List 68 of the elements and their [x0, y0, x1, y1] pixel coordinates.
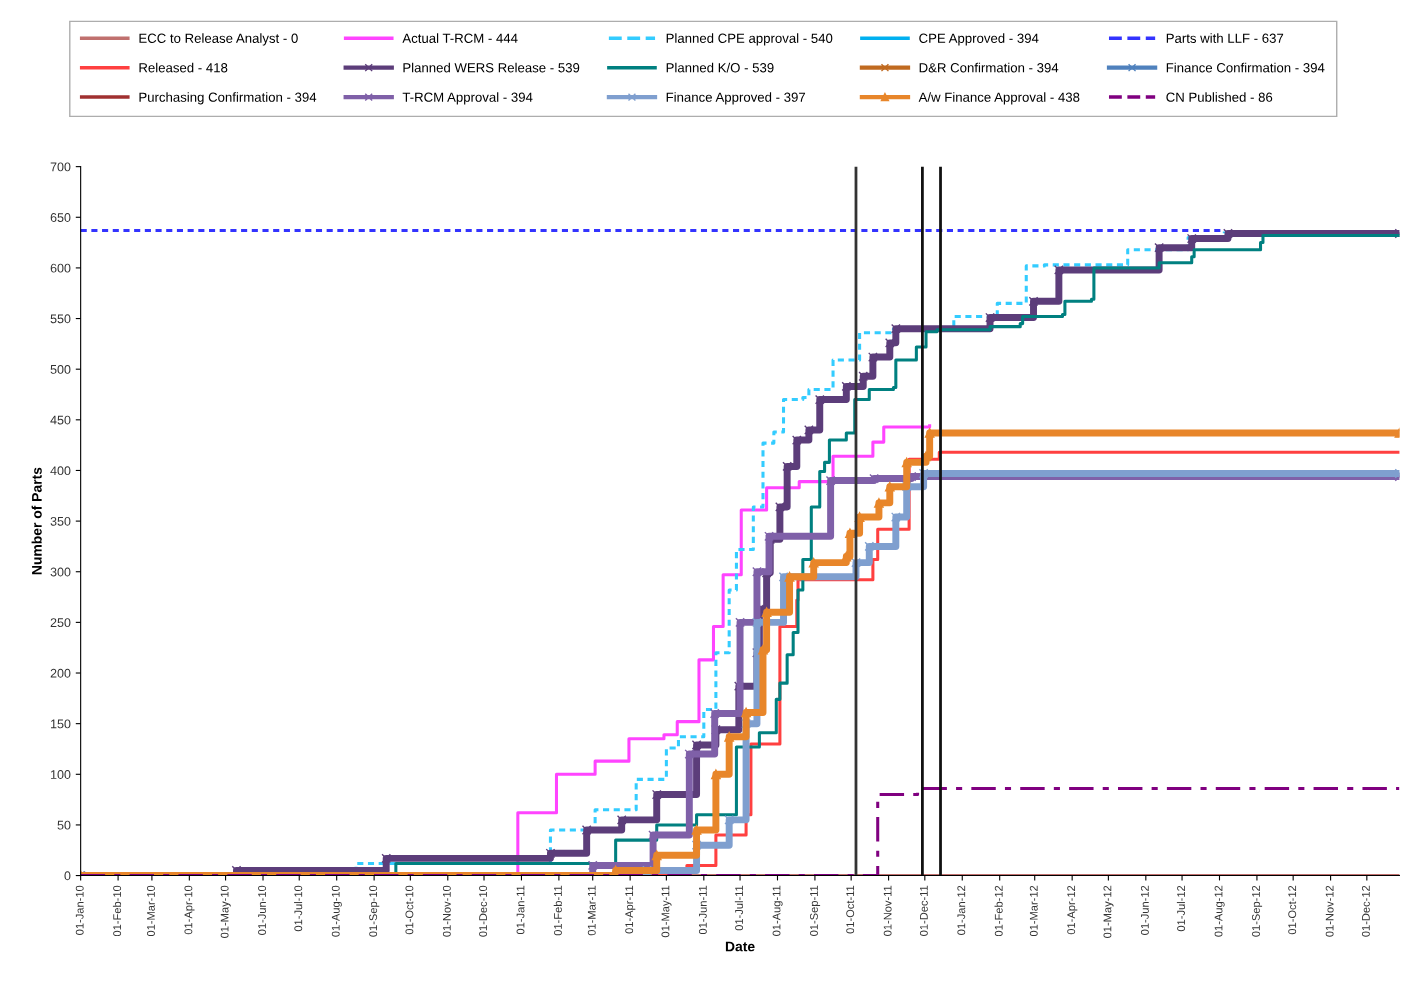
legend-label: D&R Confirmation - 394	[919, 62, 1059, 73]
x-tick-label: 01-Jun-11	[698, 885, 707, 935]
y-tick-label: 600	[50, 263, 71, 273]
legend-label: CN Published - 86	[1166, 92, 1273, 102]
legend-label: Released - 418	[139, 62, 228, 73]
y-tick-label: 450	[50, 415, 71, 425]
y-axis-title: Number of Parts	[31, 467, 42, 575]
y-tick-label: 50	[57, 820, 71, 830]
x-axis-title: Date	[725, 941, 755, 952]
x-tick-label: 01-Dec-10	[479, 885, 487, 937]
y-tick-label: 200	[50, 668, 71, 678]
legend-label: Actual T-RCM - 444	[402, 33, 518, 43]
x-tick-label: 01-Sep-12	[1252, 885, 1263, 937]
legend-label: A/w Finance Approval - 438	[918, 92, 1080, 105]
legend-label: Planned CPE approval - 540	[666, 33, 833, 46]
x-tick-label: 01-Oct-12	[1288, 885, 1297, 935]
x-tick-label: 01-Feb-12	[994, 885, 1003, 937]
x-tick-label: 01-Nov-10	[442, 885, 451, 937]
y-tick-label: 150	[51, 719, 71, 729]
x-tick-label: 01-Sep-10	[369, 885, 380, 937]
x-tick-label: 01-Jan-12	[957, 885, 966, 935]
y-tick-label: 650	[50, 213, 71, 222]
x-tick-label: 01-Jan-11	[516, 885, 525, 935]
legend-label: Planned WERS Release - 539	[403, 62, 580, 73]
legend-label: Finance Approved - 397	[666, 92, 806, 105]
y-tick-label: 550	[50, 314, 71, 324]
y-tick-label: 400	[50, 466, 71, 476]
x-tick-label: 01-Dec-12	[1361, 885, 1370, 937]
x-tick-label: 01-Apr-11	[625, 885, 636, 934]
y-tick-label: 100	[51, 770, 71, 779]
x-tick-label: 01-Jul-10	[294, 885, 303, 932]
x-tick-label: 01-Nov-11	[883, 885, 892, 936]
x-tick-label: 01-Aug-12	[1214, 885, 1225, 937]
x-tick-label: 01-Nov-12	[1325, 885, 1334, 937]
legend-label: T-RCM Approval - 394	[402, 92, 533, 105]
x-tick-label: 01-Mar-10	[147, 885, 155, 937]
x-tick-label: 01-Jul-11	[734, 885, 744, 931]
y-tick-label: 250	[50, 618, 71, 628]
x-tick-label: 01-Apr-10	[184, 885, 195, 935]
x-tick-label: 01-Oct-10	[405, 885, 414, 935]
y-tick-label: 350	[50, 516, 71, 526]
x-tick-label: 01-May-10	[220, 885, 231, 938]
y-tick-label: 300	[50, 567, 71, 577]
x-tick-label: 01-Feb-10	[112, 885, 122, 937]
legend-label: ECC to Release Analyst - 0	[139, 33, 298, 46]
legend-label: Planned K/O - 539	[666, 62, 774, 73]
x-tick-label: 01-Dec-11	[919, 885, 928, 936]
x-tick-label: 01-May-11	[661, 885, 672, 938]
x-tick-label: 01-Mar-12	[1029, 885, 1038, 937]
x-tick-label: 01-Mar-11	[587, 885, 596, 936]
y-tick-label: 0	[64, 871, 71, 881]
x-tick-label: 01-May-12	[1103, 885, 1114, 938]
y-tick-label: 500	[50, 364, 71, 374]
x-tick-label: 01-Sep-11	[810, 885, 821, 936]
x-tick-label: 01-Jan-10	[75, 885, 84, 935]
x-tick-label: 01-Jul-12	[1176, 885, 1186, 932]
legend-label: CPE Approved - 394	[919, 33, 1039, 46]
legend-label: Finance Confirmation - 394	[1166, 62, 1325, 73]
x-tick-label: 01-Feb-11	[553, 885, 562, 936]
x-tick-label: 01-Jun-10	[258, 885, 266, 935]
legend-label: Parts with LLF - 637	[1166, 33, 1284, 43]
x-tick-label: 01-Oct-11	[846, 885, 855, 934]
x-tick-label: 01-Jun-12	[1140, 885, 1149, 935]
x-tick-label: 01-Aug-11	[772, 885, 783, 936]
x-tick-label: 01-Aug-10	[331, 885, 342, 937]
x-tick-label: 01-Apr-12	[1067, 885, 1078, 935]
legend-label: Purchasing Confirmation - 394	[139, 92, 317, 105]
y-tick-label: 700	[50, 162, 71, 172]
